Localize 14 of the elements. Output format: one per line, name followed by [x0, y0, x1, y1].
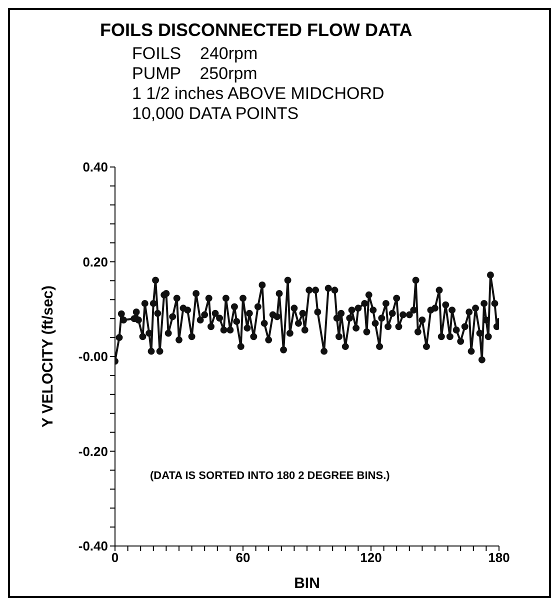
y-axis-title: Y VELOCITY (ft/sec) — [39, 286, 56, 428]
x-tick-label: 120 — [360, 550, 382, 566]
y-tick-label: -0.20 — [78, 444, 108, 459]
y-tick-label: -0.00 — [78, 349, 108, 364]
y-tick-label: 0.40 — [82, 160, 108, 175]
annotation: (DATA IS SORTED INTO 180 2 DEGREE BINS.) — [150, 470, 390, 482]
chart-title: FOILS DISCONNECTED FLOW DATA — [100, 20, 412, 41]
x-axis-title: BIN — [294, 575, 320, 592]
x-tick-label: 60 — [236, 550, 250, 566]
y-tick-label: 0.20 — [82, 254, 108, 270]
x-tick-label: 180 — [488, 550, 510, 566]
y-tick-label: -0.40 — [78, 538, 108, 554]
x-tick-label: 0 — [111, 550, 119, 566]
chart-subtitle: FOILS 240rpm PUMP 250rpm 1 1/2 inches ABOVE MIDCHORD 10,000 DATA POINTS — [132, 44, 384, 124]
